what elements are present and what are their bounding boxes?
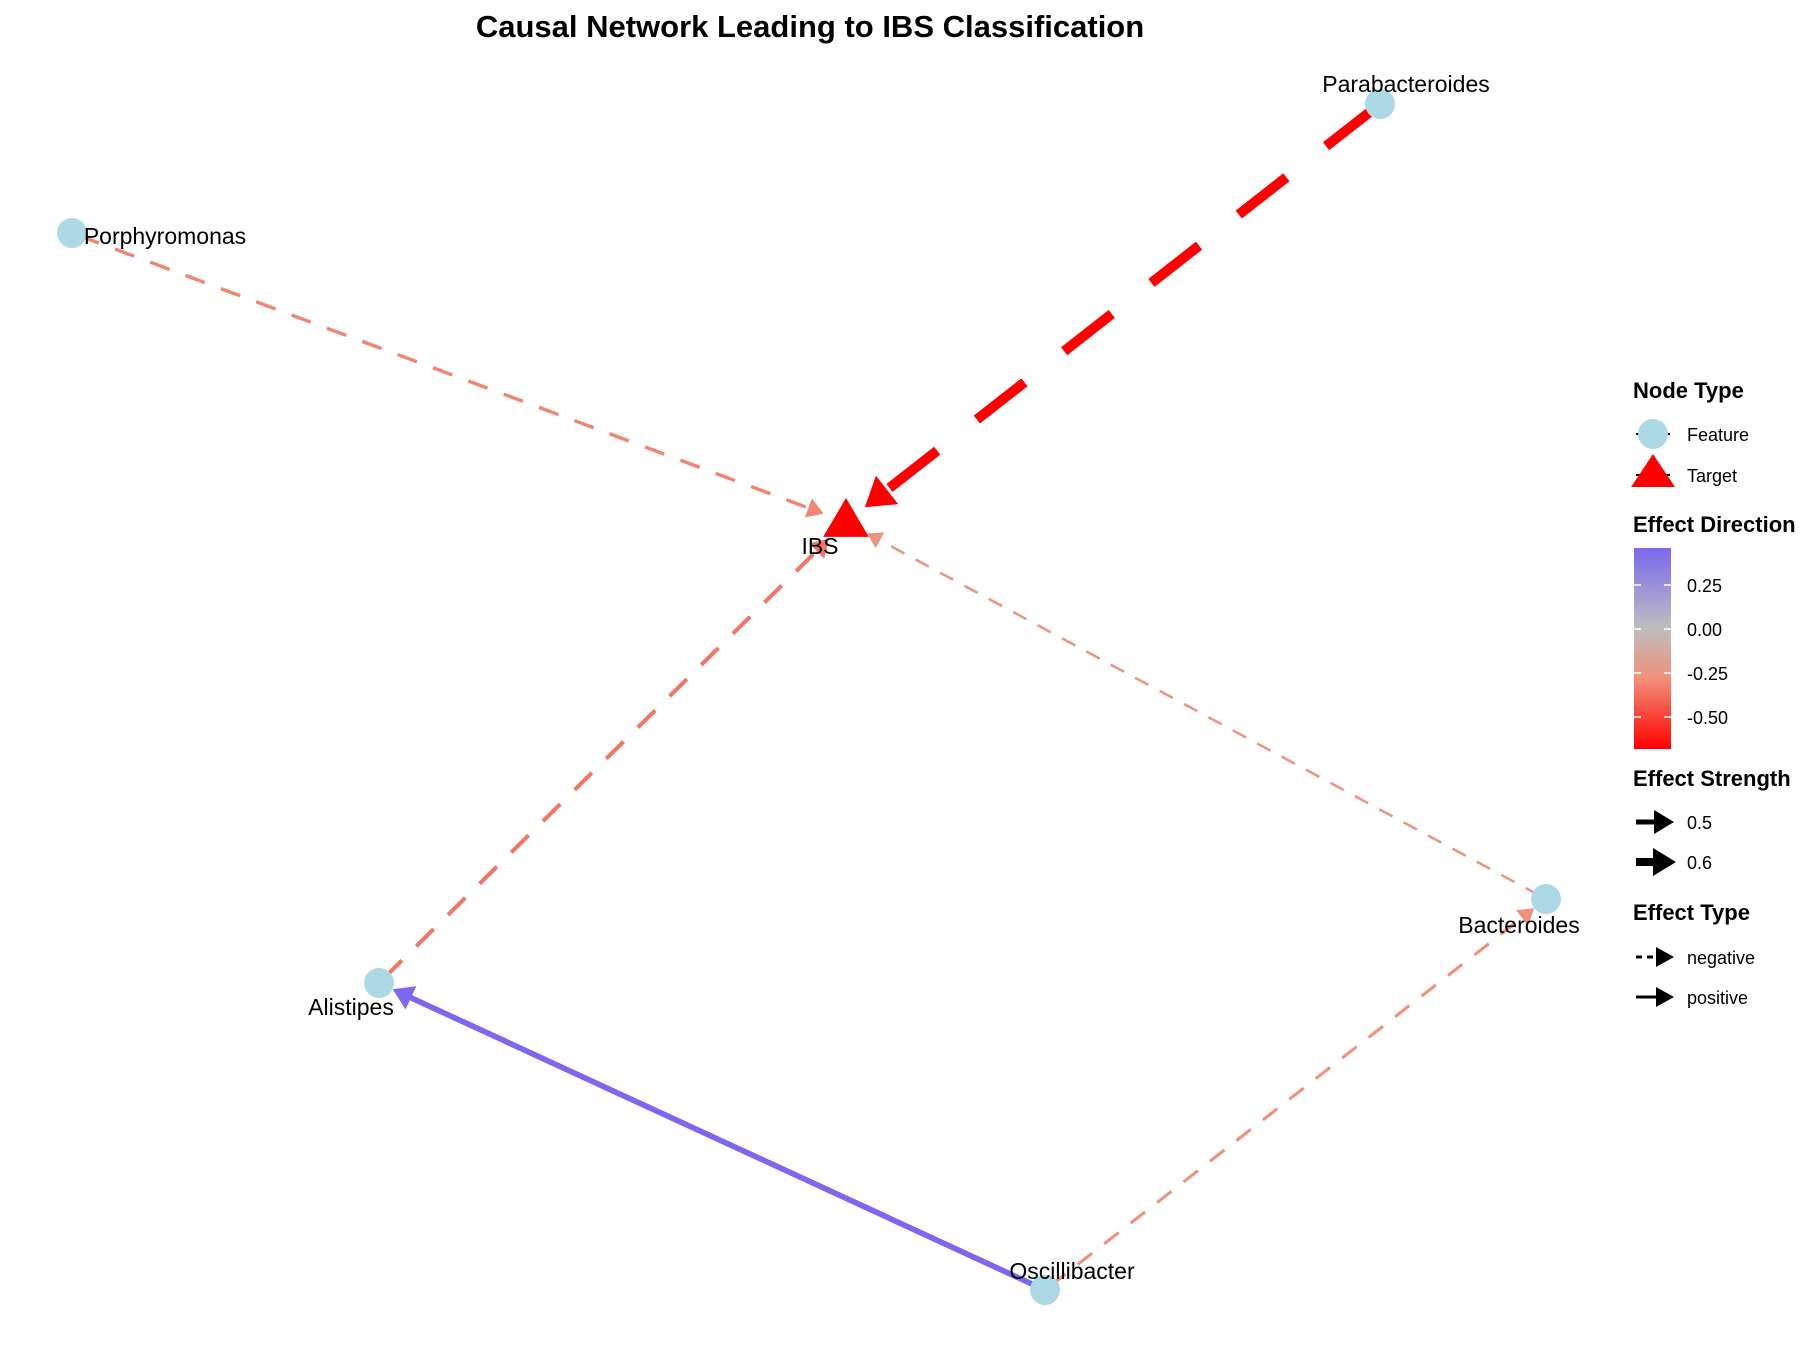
edge-oscillibacter-to-bacteroides-arrowhead — [1516, 908, 1535, 926]
edge-oscillibacter-to-bacteroides-line — [1050, 915, 1525, 1287]
edge-parabacteroides-to-ibs-arrowhead — [864, 475, 899, 508]
legend-feature-key — [1636, 419, 1670, 449]
legend-feature-label: Feature — [1687, 425, 1749, 445]
legend-tick-neg-0-50: -0.50 — [1687, 708, 1728, 728]
legend-tick-neg-0-25: -0.25 — [1687, 664, 1728, 684]
legend-colorbar-ticks — [1634, 584, 1671, 718]
edge-oscillibacter-to-bacteroides — [1050, 908, 1535, 1287]
node-parabacteroides — [1365, 89, 1395, 119]
chart-title: Causal Network Leading to IBS Classifica… — [476, 9, 1144, 44]
node-label-oscillibacter: Oscillibacter — [1009, 1258, 1135, 1284]
edge-porphyromonas-to-ibs-arrowhead — [804, 498, 824, 518]
legend-target-key — [1631, 454, 1675, 487]
nodes-layer — [57, 89, 1561, 1305]
edges-layer — [78, 104, 1540, 1290]
legend-strength-0-6-label: 0.6 — [1687, 853, 1712, 873]
edge-oscillibacter-to-alistipes — [392, 986, 1039, 1290]
edge-bacteroides-to-ibs-arrowhead — [867, 532, 885, 549]
node-labels: Parabacteroides Porphyromonas IBS Bacter… — [84, 71, 1580, 1284]
legend-strength-0-6-key — [1636, 848, 1676, 876]
node-oscillibacter — [1030, 1275, 1060, 1305]
edge-porphyromonas-to-ibs-line — [78, 234, 811, 511]
node-label-alistipes: Alistipes — [308, 994, 394, 1020]
edge-parabacteroides-to-ibs-line — [882, 104, 1377, 496]
edge-alistipes-to-ibs-line — [383, 548, 820, 979]
legend-negative-key — [1636, 947, 1674, 967]
legend-positive-label: positive — [1687, 988, 1748, 1008]
legend-negative-label: negative — [1687, 948, 1755, 968]
legend-effect-strength-title: Effect Strength — [1633, 766, 1791, 791]
edge-alistipes-to-ibs-arrowhead — [809, 538, 829, 559]
legend-strength-0-5-key — [1636, 810, 1674, 834]
node-bacteroides — [1531, 884, 1561, 914]
legend-tick-0-00: 0.00 — [1687, 620, 1722, 640]
node-label-parabacteroides: Parabacteroides — [1322, 71, 1490, 97]
legend: Node Type Feature Target Effect Directio… — [1631, 378, 1796, 1008]
node-label-ibs: IBS — [801, 533, 838, 559]
edge-porphyromonas-to-ibs — [78, 234, 824, 518]
node-porphyromonas — [57, 218, 87, 248]
node-alistipes — [364, 968, 394, 998]
legend-positive-key — [1636, 987, 1674, 1007]
legend-target-label: Target — [1687, 466, 1737, 486]
legend-node-type-title: Node Type — [1633, 378, 1744, 403]
legend-colorbar — [1634, 548, 1671, 749]
edge-bacteroides-to-ibs-line — [877, 538, 1540, 897]
legend-tick-0-25: 0.25 — [1687, 576, 1722, 596]
legend-effect-type-title: Effect Type — [1633, 900, 1750, 925]
edge-oscillibacter-to-alistipes-line — [407, 994, 1039, 1290]
node-label-porphyromonas: Porphyromonas — [84, 223, 246, 249]
edge-alistipes-to-ibs — [383, 538, 829, 979]
edge-bacteroides-to-ibs — [867, 532, 1540, 897]
node-label-bacteroides: Bacteroides — [1458, 912, 1579, 938]
node-ibs — [823, 498, 869, 537]
edge-oscillibacter-to-alistipes-arrowhead — [392, 986, 417, 1010]
legend-effect-direction-title: Effect Direction — [1633, 512, 1796, 537]
legend-strength-0-5-label: 0.5 — [1687, 813, 1712, 833]
edge-parabacteroides-to-ibs — [864, 104, 1377, 508]
